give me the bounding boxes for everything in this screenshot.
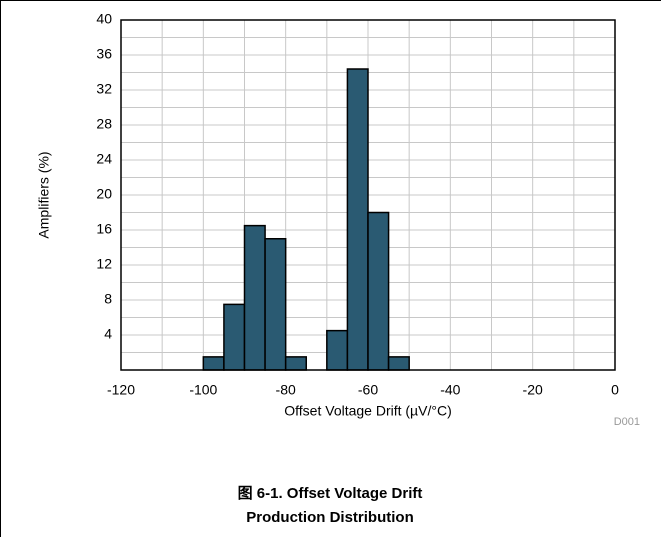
bar <box>264 238 287 371</box>
y-tick-label: 24 <box>96 151 112 167</box>
y-tick-label: 32 <box>96 81 112 97</box>
bar <box>387 356 410 371</box>
bar <box>346 68 369 371</box>
x-tick-label: -20 <box>523 382 543 398</box>
y-tick-label: 36 <box>96 46 112 62</box>
x-tick-label: -100 <box>189 382 217 398</box>
bar <box>367 211 390 371</box>
plot-frame <box>120 19 616 371</box>
caption: Production Distribution <box>246 509 413 526</box>
x-axis-label: Offset Voltage Drift (µV/°C) <box>284 403 451 419</box>
bar <box>243 224 266 371</box>
bar <box>223 303 246 371</box>
x-tick-label: -120 <box>107 382 135 398</box>
bar <box>202 356 225 371</box>
x-tick-label: -40 <box>440 382 460 398</box>
y-axis-label: Amplifiers (%) <box>36 151 52 238</box>
caption: 图 6-1. Offset Voltage Drift <box>238 485 423 502</box>
figure-code: D001 <box>614 416 640 428</box>
y-tick-label: 40 <box>96 11 112 27</box>
y-tick-label: 8 <box>104 291 112 307</box>
x-tick-label: -80 <box>276 382 296 398</box>
y-tick-label: 28 <box>96 116 112 132</box>
y-tick-label: 4 <box>104 326 112 342</box>
y-tick-label: 20 <box>96 186 112 202</box>
x-tick-label: 0 <box>611 382 619 398</box>
bar <box>326 329 349 371</box>
x-tick-label: -60 <box>358 382 378 398</box>
y-tick-label: 12 <box>96 256 112 272</box>
y-tick-label: 16 <box>96 221 112 237</box>
bar <box>284 356 307 371</box>
